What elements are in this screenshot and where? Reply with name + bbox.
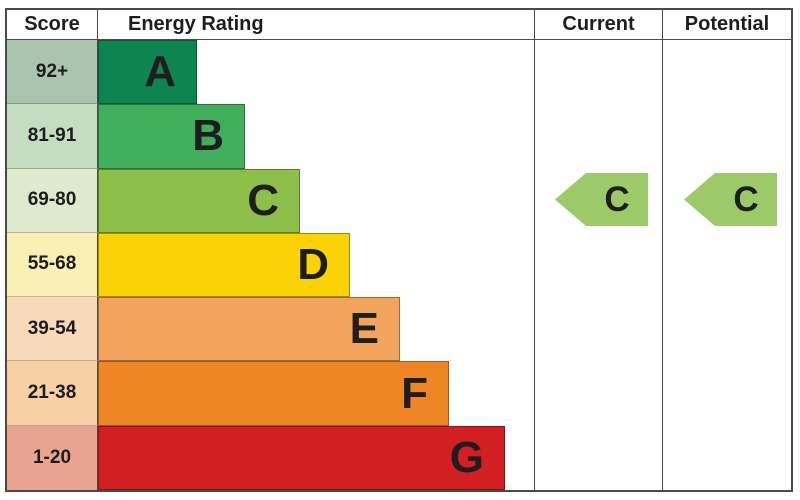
score-range-g: 1-20 <box>7 425 98 490</box>
header-score: Score <box>7 10 98 40</box>
bar-cell-f: F <box>98 361 535 426</box>
score-range-c: 69-80 <box>7 168 98 233</box>
band-bar-d: D <box>98 232 350 298</box>
bar-cell-a: A <box>98 40 535 105</box>
band-bar-c: C <box>98 168 300 233</box>
current-rating-arrow: C <box>555 173 648 226</box>
potential-rating-arrow: C <box>684 173 777 226</box>
score-range-e: 39-54 <box>7 297 98 362</box>
band-bar-a: A <box>98 40 197 105</box>
header-potential: Potential <box>663 10 791 40</box>
bar-cell-c: C <box>98 168 535 233</box>
band-bar-f: F <box>98 361 449 426</box>
band-bar-g: G <box>98 425 505 490</box>
bar-cell-d: D <box>98 232 535 298</box>
bar-cell-g: G <box>98 425 535 490</box>
band-bar-b: B <box>98 104 245 169</box>
epc-table: Score Energy Rating Current Potential 92… <box>5 8 793 492</box>
score-range-d: 55-68 <box>7 232 98 298</box>
header-energy-rating: Energy Rating <box>98 10 535 40</box>
score-range-b: 81-91 <box>7 104 98 169</box>
band-bar-e: E <box>98 297 400 362</box>
score-range-f: 21-38 <box>7 361 98 426</box>
bar-cell-b: B <box>98 104 535 169</box>
score-range-a: 92+ <box>7 40 98 105</box>
bar-cell-e: E <box>98 297 535 362</box>
potential-column: C <box>663 40 791 490</box>
header-current: Current <box>535 10 663 40</box>
current-column: C <box>535 40 663 490</box>
